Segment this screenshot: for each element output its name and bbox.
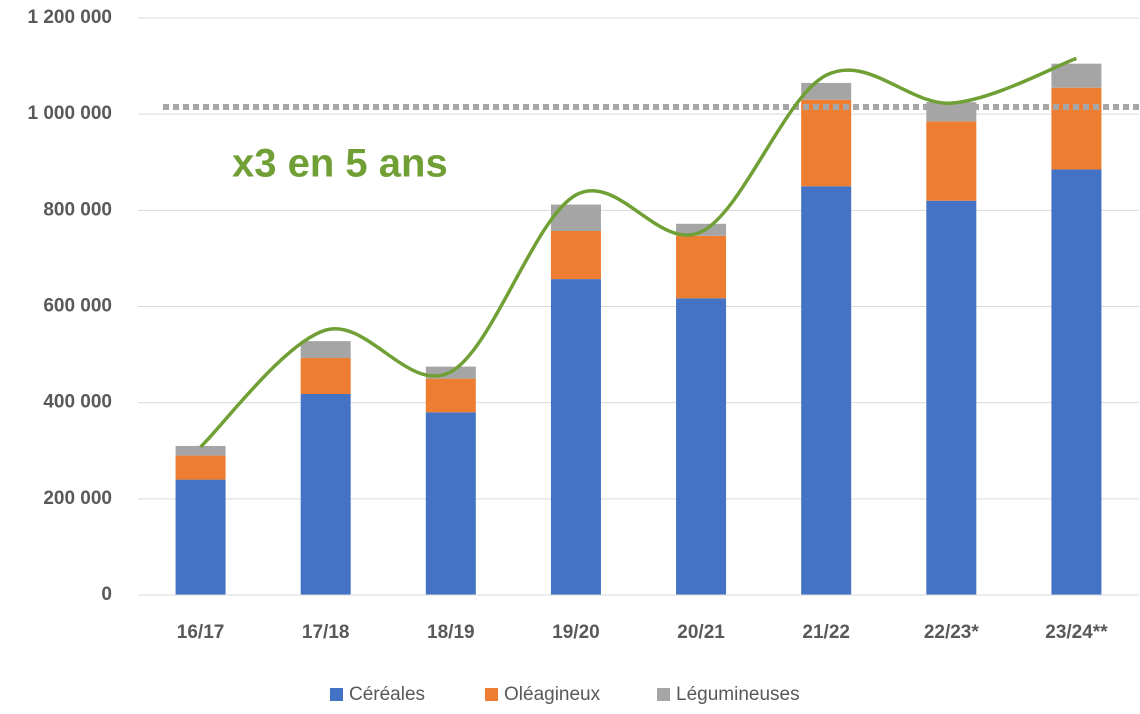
x-tick-label: 19/20 [552,622,600,643]
bar-segment [300,341,351,358]
bar-segment [801,99,852,187]
annotation: x3 en 5 ans [232,142,448,186]
legend-label: Oléagineux [504,684,601,705]
bar-segment [550,279,601,595]
legend-label: Légumineuses [676,684,800,705]
bar-segment [676,223,727,236]
y-tick-label: 1 000 000 [27,103,112,124]
bar-segment [300,394,351,595]
y-tick-label: 0 [101,584,112,605]
bar-segment [801,82,852,100]
bar-segment [425,412,476,595]
legend-swatch [485,688,498,701]
x-tick-label: 17/18 [302,622,350,643]
bar-segment [1051,169,1102,595]
bar-segment [676,235,727,299]
x-tick-label: 21/22 [802,622,850,643]
x-tick-label: 22/23* [924,622,980,643]
bar-segment [801,186,852,595]
bar-segment [550,231,601,280]
x-tick-label: 23/24** [1045,622,1108,643]
bar-segment [175,479,226,595]
legend-swatch [657,688,670,701]
x-tick-label: 16/17 [177,622,225,643]
bar-segment [926,121,977,201]
x-tick-label: 18/19 [427,622,475,643]
y-tick-label: 800 000 [43,199,112,220]
bar-segment [1051,63,1102,88]
bar-segment [300,357,351,395]
bar-segment [1051,87,1102,170]
bar-segment [175,445,226,456]
y-tick-label: 400 000 [43,392,112,413]
bar-segment [676,298,727,595]
x-tick-label: 20/21 [677,622,725,643]
legend-label: Céréales [349,684,425,705]
total-line [199,56,1078,449]
y-tick-label: 1 200 000 [27,7,112,28]
y-tick-label: 200 000 [43,488,112,509]
y-tick-label: 600 000 [43,296,112,317]
legend-swatch [330,688,343,701]
bar-segment [926,200,977,595]
bar-segment [425,378,476,413]
bar-segment [175,455,226,480]
